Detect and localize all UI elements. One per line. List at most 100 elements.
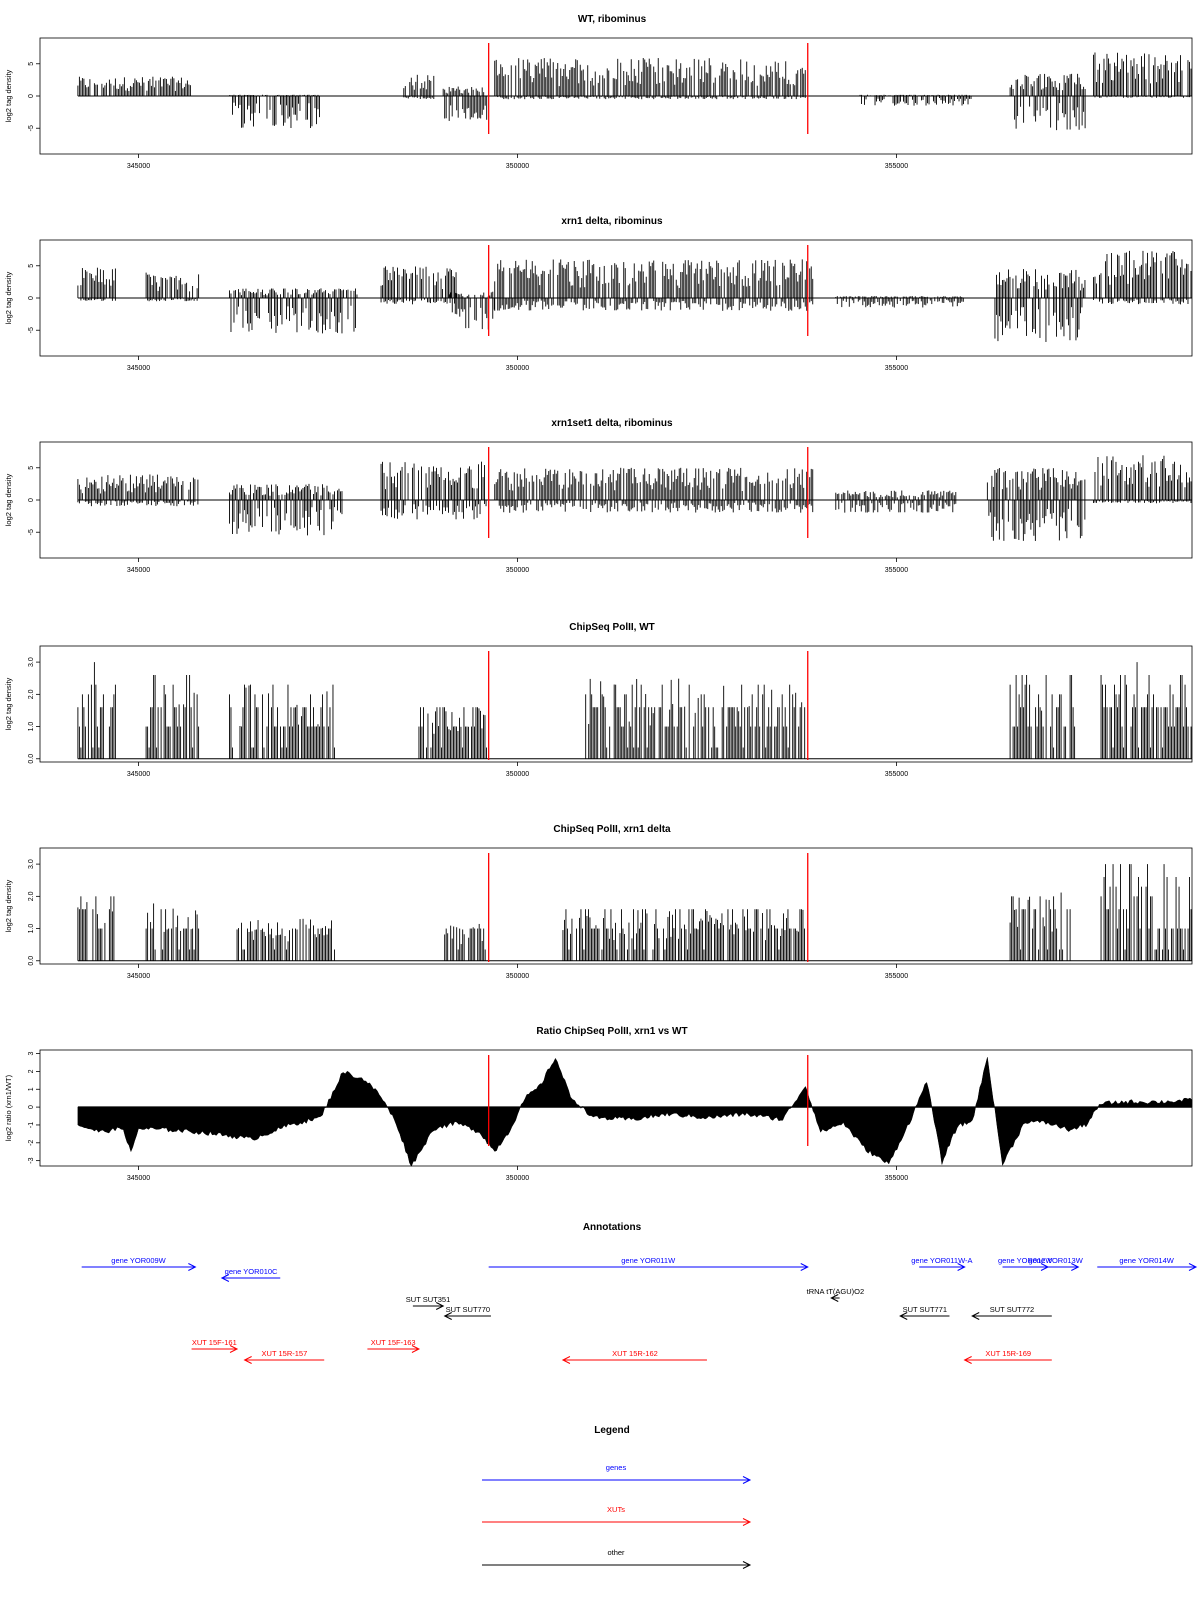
plot-frame bbox=[39, 1049, 1193, 1167]
y-tick-label: 0 bbox=[28, 296, 35, 300]
annotation-trna-tt-agu-o2: tRNA tT(AGU)O2 bbox=[807, 1287, 864, 1302]
annotation-label: gene YOR011W bbox=[621, 1256, 676, 1265]
y-tick-label: 3 bbox=[28, 1052, 35, 1056]
x-tick-label: 355000 bbox=[885, 163, 908, 170]
x-tick-label: 355000 bbox=[885, 771, 908, 778]
y-tick-label: -2 bbox=[28, 1140, 35, 1146]
annotation-sut-sut351: SUT SUT351 bbox=[406, 1295, 450, 1310]
signal-segment-4 bbox=[835, 490, 957, 513]
x-tick-label: 350000 bbox=[506, 163, 529, 170]
annotation-label: XUT 15R-157 bbox=[262, 1349, 308, 1358]
data-marks-pol_xrn1 bbox=[77, 853, 1192, 962]
annotation-label: XUT 15F-163 bbox=[371, 1338, 416, 1347]
signal-segment-0 bbox=[77, 662, 116, 759]
y-tick-label: 1.0 bbox=[28, 924, 35, 934]
legend-entry-xuts: XUTs bbox=[482, 1505, 752, 1526]
y-tick-label: 5 bbox=[28, 466, 35, 470]
x-tick-label: 355000 bbox=[885, 365, 908, 372]
annotation-gene-yor010c: gene YOR010C bbox=[220, 1267, 281, 1282]
y-axis-label: log2 tag density bbox=[4, 473, 13, 526]
panel-title-pol_xrn1: ChipSeq PolII, xrn1 delta bbox=[553, 824, 671, 835]
y-tick-label: 0 bbox=[28, 94, 35, 98]
x-tick-label: 350000 bbox=[506, 365, 529, 372]
signal-segment-4 bbox=[585, 678, 806, 759]
signal-segment-1 bbox=[229, 483, 343, 536]
signal-segment-5 bbox=[494, 259, 814, 311]
x-tick-label: 350000 bbox=[506, 771, 529, 778]
annotation-label: XUT 15R-162 bbox=[612, 1349, 658, 1358]
signal-segment-1 bbox=[145, 675, 200, 759]
y-tick-label: 0 bbox=[28, 498, 35, 502]
signal-segment-4 bbox=[494, 58, 806, 100]
y-tick-label: 3.0 bbox=[28, 859, 35, 869]
signal-segment-7 bbox=[1093, 52, 1192, 98]
y-tick-label: 1.0 bbox=[28, 722, 35, 732]
panel-title-wt: WT, ribominus bbox=[578, 14, 647, 25]
annotation-label: SUT SUT351 bbox=[406, 1295, 450, 1304]
signal-segment-6 bbox=[835, 296, 964, 308]
signal-segment-2 bbox=[403, 74, 435, 100]
panel-pol_xrn1: ChipSeq PolII, xrn1 delta log2 tag densit… bbox=[4, 824, 1193, 980]
annotation-label: gene YOR012W bbox=[998, 1256, 1053, 1265]
panel-title-xrn1set1: xrn1set1 delta, ribominus bbox=[551, 418, 673, 429]
signal-segment-0 bbox=[77, 896, 115, 961]
annotation-sut-sut771: SUT SUT771 bbox=[899, 1305, 950, 1320]
signal-segment-2 bbox=[380, 461, 487, 520]
annotation-label: XUT 15R-169 bbox=[985, 1349, 1031, 1358]
annotation-label: gene YOR013W bbox=[1028, 1256, 1083, 1265]
signal-segment-4 bbox=[562, 909, 805, 961]
signal-segment-3 bbox=[380, 266, 457, 305]
x-tick-label: 355000 bbox=[885, 1175, 908, 1182]
y-tick-label: 0 bbox=[28, 1105, 35, 1109]
panel-wt: WT, ribominus log2 tag density -5 0 5 345000 3… bbox=[4, 14, 1193, 170]
signal-segment-0 bbox=[77, 76, 191, 96]
x-tick-label: 345000 bbox=[127, 1175, 150, 1182]
x-tick-label: 345000 bbox=[127, 163, 150, 170]
y-tick-label: 5 bbox=[28, 264, 35, 268]
signal-segment-3 bbox=[418, 707, 487, 759]
panel-title-xrn1: xrn1 delta, ribominus bbox=[561, 216, 663, 227]
x-tick-label: 350000 bbox=[506, 973, 529, 980]
x-tick-label: 345000 bbox=[127, 365, 150, 372]
annotation-label: SUT SUT770 bbox=[446, 1305, 490, 1314]
signal-segment-3 bbox=[444, 923, 486, 961]
signal-segment-1 bbox=[229, 94, 320, 129]
signal-segment-5 bbox=[1009, 892, 1071, 961]
x-tick-label: 345000 bbox=[127, 567, 150, 574]
panel-xrn1set1: xrn1set1 delta, ribominus log2 tag densit… bbox=[4, 418, 1193, 574]
ratio-area bbox=[77, 1057, 1193, 1167]
panel-title-pol_wt: ChipSeq PolII, WT bbox=[569, 622, 655, 633]
annotation-label: gene YOR010C bbox=[225, 1267, 278, 1276]
annotation-label: SUT SUT771 bbox=[903, 1305, 947, 1314]
signal-segment-6 bbox=[1093, 455, 1192, 504]
panel-pol_wt: ChipSeq PolII, WT log2 tag density 0.0 1.0 2… bbox=[4, 622, 1193, 778]
signal-segment-2 bbox=[229, 684, 335, 759]
legend-entry-other: other bbox=[482, 1548, 752, 1569]
legend-label: XUTs bbox=[607, 1505, 625, 1514]
x-tick-label: 355000 bbox=[885, 567, 908, 574]
signal-segment-5 bbox=[858, 94, 972, 106]
plot-frame bbox=[39, 645, 1193, 763]
x-tick-label: 345000 bbox=[127, 771, 150, 778]
y-tick-label: 0.0 bbox=[28, 956, 35, 966]
y-axis-label: log2 tag density bbox=[4, 879, 13, 932]
y-axis-label: log2 tag density bbox=[4, 69, 13, 122]
annotation-xut-15f-163: XUT 15F-163 bbox=[367, 1338, 421, 1353]
y-tick-label: 3.0 bbox=[28, 657, 35, 667]
signal-segment-7 bbox=[994, 269, 1086, 342]
y-axis-label: log2 tag density bbox=[4, 271, 13, 324]
y-tick-label: 2.0 bbox=[28, 891, 35, 901]
x-tick-label: 350000 bbox=[506, 1175, 529, 1182]
annotation-gene-yor011w: gene YOR011W bbox=[488, 1256, 809, 1271]
data-marks-wt bbox=[77, 43, 1192, 134]
data-marks-pol_wt bbox=[77, 651, 1192, 760]
panel-title-ratio: Ratio ChipSeq PolII, xrn1 vs WT bbox=[536, 1026, 687, 1037]
y-tick-label: -5 bbox=[28, 327, 35, 333]
annotation-gene-yor014w: gene YOR014W bbox=[1097, 1256, 1198, 1271]
y-tick-label: -3 bbox=[28, 1157, 35, 1163]
data-marks-ratio bbox=[77, 1055, 1193, 1167]
x-tick-label: 345000 bbox=[127, 973, 150, 980]
y-axis-label: log2 ratio (xrn1/WT) bbox=[4, 1074, 13, 1141]
annotation-label: gene YOR009W bbox=[111, 1256, 166, 1265]
